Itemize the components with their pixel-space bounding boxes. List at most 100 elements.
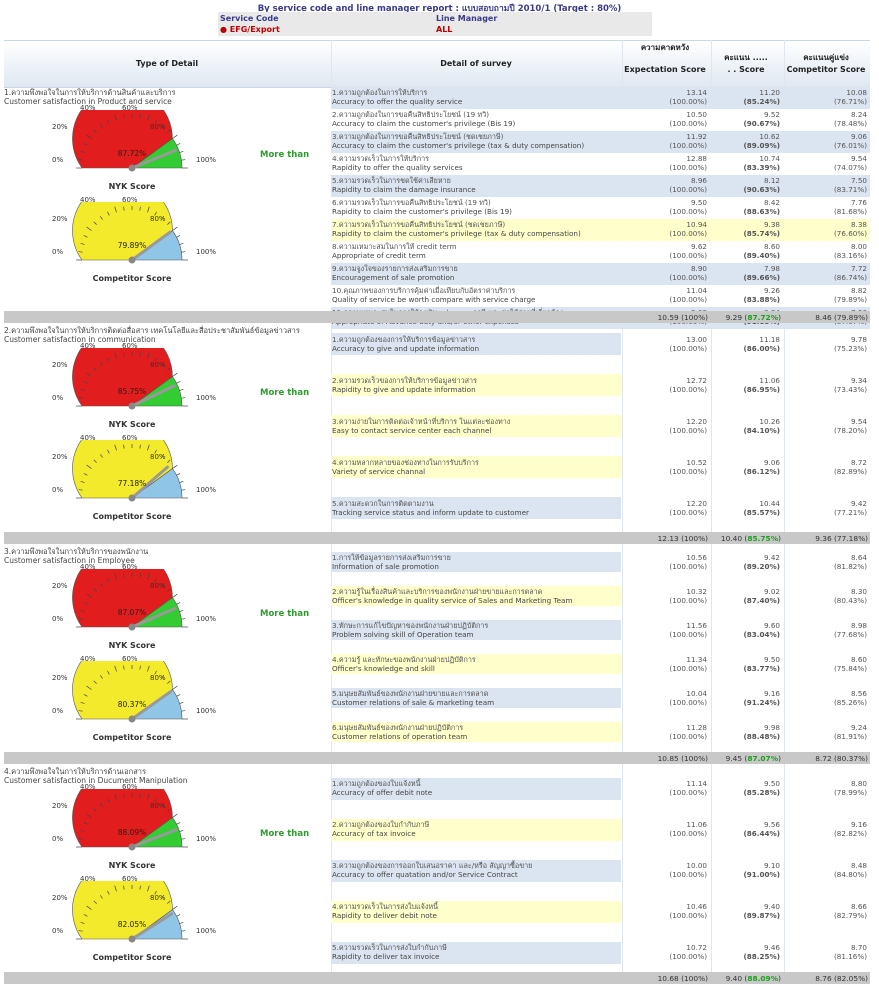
gauge-tick — [114, 444, 117, 451]
gauge-tick — [99, 454, 103, 458]
gauge-tick — [114, 114, 117, 121]
gauge-tick — [123, 885, 125, 890]
row-highlight — [331, 263, 870, 285]
row-highlight — [331, 374, 621, 396]
nyk-score: 9.42 — [763, 553, 780, 562]
nyk-score: 9.40 — [763, 902, 780, 911]
gauge-label-t100: 100% — [196, 248, 217, 256]
gauge-label-t40: 40% — [80, 104, 96, 112]
gauge-tick — [78, 710, 83, 712]
gauge-tick — [123, 444, 125, 449]
survey-item-th: 5.มนุษยสัมพันธ์ของพนักงานฝ่ายขายและการตล… — [332, 689, 489, 698]
nyk-score: 10.62 — [759, 132, 780, 141]
survey-item-th: 1.ความถูกต้องในการให้บริการ — [332, 88, 428, 97]
gauge-needle — [130, 230, 172, 262]
comp-gauge-dial: 80.37% — [72, 639, 188, 723]
comp-percent: (74.07%) — [833, 163, 867, 172]
service-code-value[interactable]: ● EFG/Export — [220, 25, 280, 34]
survey-item-en: Information of sale promotion — [332, 562, 439, 571]
gauge-hub — [128, 256, 136, 264]
gauge-label-t40: 40% — [80, 196, 96, 204]
gauge-tick — [83, 602, 88, 605]
gauge-tick — [167, 808, 171, 812]
row-highlight — [331, 497, 621, 519]
gauge-tick — [154, 211, 157, 216]
survey-item-en: Problem solving skill of Operation team — [332, 630, 474, 639]
gauge-label-t0: 0% — [52, 615, 64, 623]
exp-percent: (100.00%) — [669, 664, 707, 673]
exp-percent: (100.00%) — [669, 630, 707, 639]
comp-gauge: 77.18% 0% 20% 40% 60% 80% 100% Competitor Score — [52, 418, 216, 530]
gauge-tick — [161, 895, 165, 899]
exp-percent: (100.00%) — [669, 952, 707, 961]
nyk-score: 7.98 — [763, 264, 780, 273]
exp-percent: (100.00%) — [669, 207, 707, 216]
nyk-score-caption: NYK Score — [108, 182, 156, 191]
survey-item-th: 1.ความถูกต้องของการให้บริการข้อมูลข่าวสา… — [332, 335, 476, 344]
gauge-tick — [154, 798, 157, 803]
gauge-tick — [78, 618, 83, 620]
table-row: 8.ความเหมาะสมในการให้ credit term Appropr… — [331, 241, 870, 263]
filter-panel: Service Code Line Manager ● EFG/Export A… — [218, 12, 652, 36]
gauge-tick — [176, 473, 181, 476]
comp-percent: (85.26%) — [833, 698, 867, 707]
comp-score: 8.82 — [850, 286, 867, 295]
gauge-tick — [181, 251, 186, 253]
exp-score: 9.62 — [690, 242, 707, 251]
nyk-score: 10.74 — [759, 154, 780, 163]
comp-score-caption: Competitor Score — [92, 953, 172, 962]
exp-percent: (100.00%) — [669, 229, 707, 238]
exp-score: 12.20 — [686, 417, 707, 426]
exp-score: 12.72 — [686, 376, 707, 385]
table-row: 3.ความถูกต้องในการขอคืนสิทธิประโยชน์ (ชด… — [331, 131, 870, 153]
gauge-value: 82.05% — [118, 920, 147, 929]
exp-percent: (100.00%) — [669, 97, 707, 106]
exp-score: 10.52 — [686, 458, 707, 467]
gauge-tick — [86, 372, 92, 377]
table-row: 5.ความสะดวกในการติดตามงาน Tracking servic… — [331, 489, 870, 530]
gauge-needle — [130, 384, 176, 408]
line-manager-value[interactable]: ALL — [436, 25, 453, 34]
section-total-row: 10.68 (100%) 9.40 (88.09%) 8.76 (82.05%) — [331, 972, 870, 984]
gauge-tick — [154, 449, 157, 454]
gauge-tick — [154, 670, 157, 675]
exp-score: 11.34 — [686, 655, 707, 664]
comp-score: 8.80 — [850, 779, 867, 788]
exp-score: 11.14 — [686, 779, 707, 788]
section-title: 1.ความพึงพอใจในการให้บริการด้านสินค้าและ… — [4, 88, 176, 106]
nyk-score-caption: NYK Score — [108, 861, 156, 870]
gauge-tick — [179, 609, 184, 612]
total-nyk-close: ) — [778, 534, 781, 543]
gauge-tick — [86, 905, 92, 910]
survey-item-en: Rapidity to deliver tax invoice — [332, 952, 440, 961]
gauge-tick — [80, 609, 85, 612]
exp-score: 13.00 — [686, 335, 707, 344]
row-highlight — [331, 153, 870, 175]
table-row: 9.ความจูงใจของรายการส่งเสริมการขาย Encour… — [331, 263, 870, 285]
gauge-tick — [114, 885, 117, 892]
gauge-value: 80.37% — [118, 700, 147, 709]
comp-score: 9.34 — [850, 376, 867, 385]
gauge-tick — [161, 362, 165, 366]
survey-item-th: 7.ความรวดเร็วในการขอคืนสิทธิประโยชน์ (ชด… — [332, 220, 506, 229]
exp-score: 11.04 — [686, 286, 707, 295]
comp-percent: (83.16%) — [833, 251, 867, 260]
exp-percent: (100.00%) — [669, 141, 707, 150]
comp-score: 8.30 — [850, 587, 867, 596]
comp-percent: (81.16%) — [833, 952, 867, 961]
gauge-tick — [167, 680, 171, 684]
gauge-tick — [107, 211, 110, 216]
gauge-tick — [93, 900, 97, 904]
gauge-tick — [147, 885, 150, 892]
gauge-tick — [147, 352, 150, 359]
gauge-tick — [99, 362, 103, 366]
row-highlight — [331, 87, 870, 109]
gauge-tick — [176, 143, 181, 146]
comp-score: 9.54 — [850, 154, 867, 163]
nyk-score: 9.60 — [763, 621, 780, 630]
gauge-tick — [167, 588, 171, 592]
table-row: 3.ทักษะการแก้ไขปัญหาของพนักงานฝ่ายปฏิบัต… — [331, 614, 870, 648]
nyk-score: 9.06 — [763, 458, 780, 467]
gauge-tick — [161, 124, 165, 128]
table-row: 6.มนุษยสัมพันธ์ของพนักงานฝ่ายปฏิบัติการ C… — [331, 716, 870, 750]
